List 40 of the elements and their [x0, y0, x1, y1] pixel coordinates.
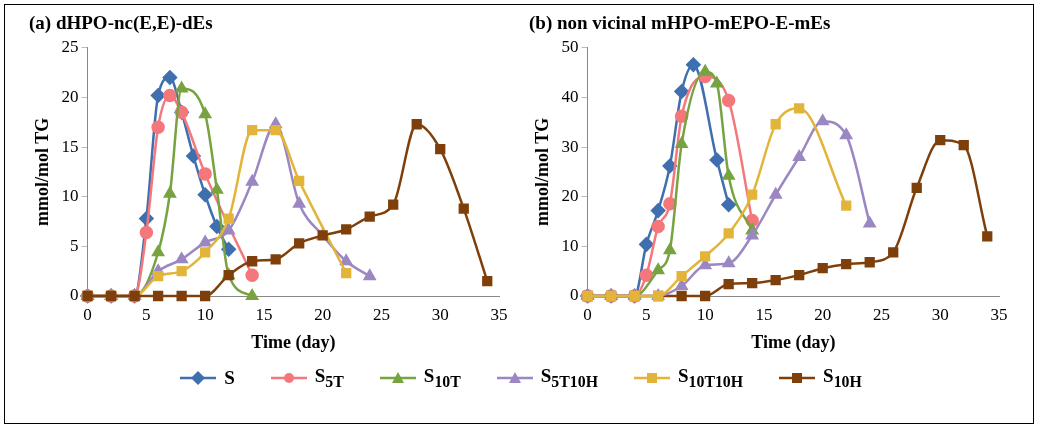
y-tick-label: 15 — [61, 136, 79, 156]
x-tick-label: 0 — [583, 304, 592, 324]
chart-title: (b) non vicinal mHPO-mEPO-E-mEs — [529, 12, 831, 35]
y-tick-label: 40 — [561, 86, 579, 106]
x-tick-label: 15 — [755, 304, 773, 324]
y-tick-label: 50 — [561, 37, 579, 57]
y-tick-label: 5 — [70, 235, 79, 255]
x-tick-label: 35 — [990, 304, 1008, 324]
x-tick-label: 35 — [490, 304, 508, 324]
y-tick-label: 0 — [570, 285, 579, 305]
x-tick-label: 10 — [696, 304, 714, 324]
x-tick-label: 25 — [372, 304, 390, 324]
x-tick-label: 20 — [814, 304, 832, 324]
x-tick-label: 5 — [142, 304, 151, 324]
legend-label: S — [224, 366, 235, 389]
x-axis-title: Time (day) — [251, 331, 336, 353]
x-tick-label: 0 — [83, 304, 92, 324]
x-tick-label: 5 — [642, 304, 651, 324]
y-tick-label: 10 — [61, 186, 79, 206]
y-axis-title: mmol/mol TG — [532, 117, 553, 226]
x-tick-label: 25 — [872, 304, 890, 324]
x-axis-title: Time (day) — [751, 331, 836, 353]
y-axis-title: mmol/mol TG — [32, 117, 53, 226]
legend-label: S$_{10H}$ — [823, 365, 862, 391]
legend-label: S$_{10T10H}$ — [677, 365, 744, 391]
x-tick-label: 20 — [314, 304, 332, 324]
chart-title: (a) dHPO-nc(E,E)-dEs — [29, 12, 213, 35]
legend-label: S$_{10T}$ — [423, 365, 461, 391]
y-tick-label: 10 — [561, 235, 579, 255]
legend-label: S$_{5T}$ — [314, 365, 344, 391]
y-tick-label: 25 — [61, 37, 79, 57]
y-tick-label: 30 — [561, 136, 579, 156]
y-tick-label: 0 — [70, 285, 79, 305]
x-tick-label: 10 — [196, 304, 214, 324]
x-tick-label: 30 — [931, 304, 949, 324]
y-tick-label: 20 — [561, 186, 579, 206]
x-tick-label: 30 — [431, 304, 449, 324]
y-tick-label: 20 — [61, 86, 79, 106]
legend-label: S$_{5T10H}$ — [540, 365, 598, 391]
x-tick-label: 15 — [255, 304, 273, 324]
